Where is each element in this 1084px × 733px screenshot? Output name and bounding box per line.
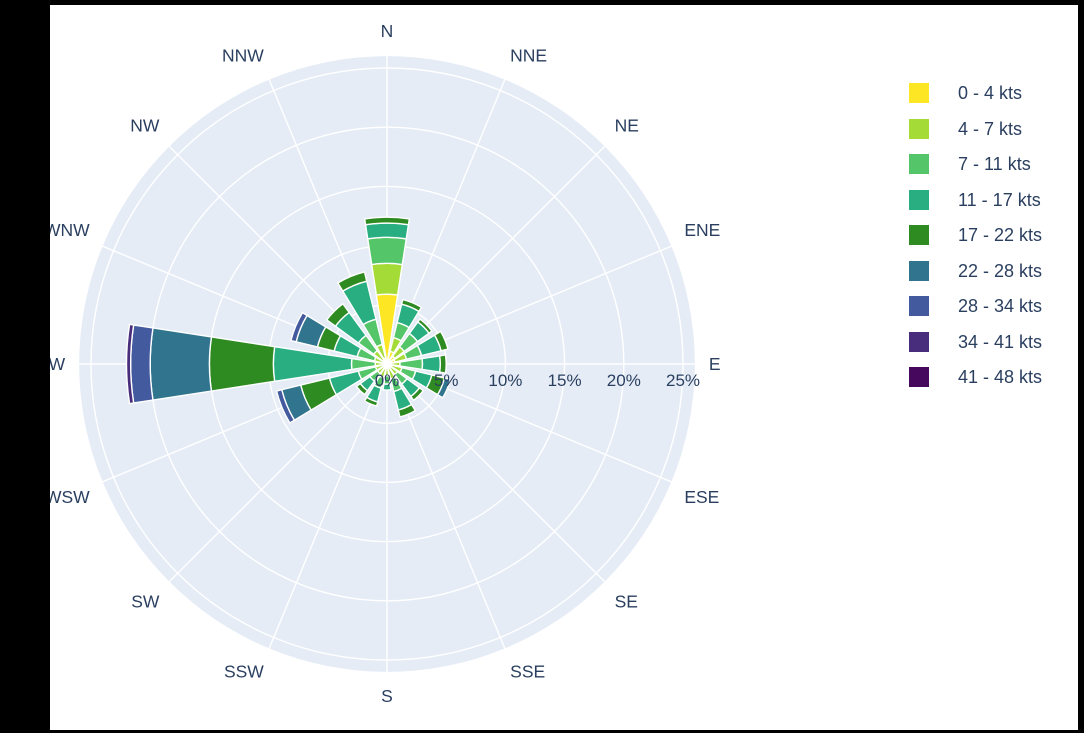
legend-label: 0 - 4 kts xyxy=(958,83,1023,103)
wind-rose-sector-NE-17-22kts[interactable] xyxy=(416,318,433,335)
direction-label-WSW: WSW xyxy=(50,487,90,507)
chart-page: 0% 5% 10% 15% 20% 25% N NNE NE ENE E ESE SE SSE S SSW SW… xyxy=(50,5,1078,730)
direction-label-SW: SW xyxy=(131,592,160,612)
legend-item-0-4kts[interactable]: 0 - 4 kts xyxy=(909,83,1042,103)
wind-rose-sector-E-11-17kts[interactable] xyxy=(421,355,441,373)
wind-rose-sector-WNW-28-34kts[interactable] xyxy=(290,311,308,343)
radial-tick-label: 25% xyxy=(666,371,700,390)
wind-rose-sector-N-11-17kts[interactable] xyxy=(364,222,410,240)
legend-swatch-icon xyxy=(909,367,929,387)
legend-label: 17 - 22 kts xyxy=(958,225,1043,245)
legend-item-17-22kts[interactable]: 17 - 22 kts xyxy=(909,225,1042,245)
legend-item-11-17kts[interactable]: 11 - 17 kts xyxy=(909,189,1042,210)
angular-gridline xyxy=(386,363,606,583)
wind-rose-sector-W-17-22kts[interactable] xyxy=(208,336,276,392)
legend-label: 7 - 11 kts xyxy=(958,154,1031,174)
legend-label: 34 - 41 kts xyxy=(958,331,1043,352)
radial-tick-label: 10% xyxy=(488,371,522,390)
legend-swatch-icon xyxy=(909,154,929,174)
direction-label-ESE: ESE xyxy=(684,487,719,507)
legend-item-28-34kts[interactable]: 28 - 34 kts xyxy=(909,296,1042,316)
wind-rose-sector-S-11-17kts[interactable] xyxy=(382,383,392,391)
direction-label-NE: NE xyxy=(615,115,639,135)
wind-rose-sector-NNE-17-22kts[interactable] xyxy=(400,298,423,313)
legend-label: 28 - 34 kts xyxy=(958,296,1043,316)
wind-rose-sector-SE-17-22kts[interactable] xyxy=(409,386,425,402)
wind-rose-sector-NW-17-22kts[interactable] xyxy=(325,302,351,328)
direction-label-NW: NW xyxy=(130,115,160,135)
wind-rose-chart: 0% 5% 10% 15% 20% 25% N NNE NE ENE E ESE SE SSE S SSW SW… xyxy=(50,21,721,706)
direction-label-SSW: SSW xyxy=(224,661,264,681)
angular-gridline xyxy=(168,363,388,583)
legend-item-41-48kts[interactable]: 41 - 48 kts xyxy=(909,367,1042,387)
legend-item-22-28kts[interactable]: 22 - 28 kts xyxy=(909,260,1043,281)
wind-rose-sector-SSW-17-22kts[interactable] xyxy=(363,396,379,407)
direction-label-ENE: ENE xyxy=(684,220,720,240)
legend-swatch-icon xyxy=(909,225,929,245)
direction-label-N: N xyxy=(381,21,394,41)
radial-tick-label: 5% xyxy=(434,371,459,390)
direction-label-W: W xyxy=(50,354,66,374)
wind-rose-sector-NNW-17-22kts[interactable] xyxy=(336,271,368,293)
legend-swatch-icon xyxy=(909,296,929,316)
direction-label-SE: SE xyxy=(615,592,638,612)
direction-label-WNW: WNW xyxy=(50,220,90,240)
direction-label-E: E xyxy=(709,354,721,374)
wind-rose-sector-W-34-41kts[interactable] xyxy=(125,323,135,405)
wind-rose-sector-W-22-28kts[interactable] xyxy=(149,327,213,401)
legend-item-4-7kts[interactable]: 4 - 7 kts xyxy=(909,118,1042,139)
direction-label-SSE: SSE xyxy=(510,661,545,681)
wind-rose-sector-SSE-17-22kts[interactable] xyxy=(397,403,417,418)
direction-label-NNE: NNE xyxy=(510,46,547,66)
wind-speed-legend: 0 - 4 kts 4 - 7 kts 7 - 11 kts 11 - 17 kts 1… xyxy=(909,83,1042,387)
legend-swatch-icon xyxy=(909,331,929,352)
legend-item-7-11kts[interactable]: 7 - 11 kts xyxy=(909,154,1042,174)
legend-swatch-icon xyxy=(909,83,929,103)
radial-tick-label: 20% xyxy=(607,371,641,390)
legend-label: 22 - 28 kts xyxy=(958,260,1043,281)
wind-rose-sector-ESE-22-28kts[interactable] xyxy=(436,377,452,399)
radial-tick-label: 15% xyxy=(548,371,582,390)
angular-gridline xyxy=(268,363,388,649)
legend-item-34-41kts[interactable]: 34 - 41 kts xyxy=(909,331,1043,352)
legend-swatch-icon xyxy=(909,260,929,281)
legend-label: 41 - 48 kts xyxy=(958,367,1043,387)
legend-label: 11 - 17 kts xyxy=(958,189,1041,210)
wind-rose-sector-N-17-22kts[interactable] xyxy=(363,216,411,226)
wind-rose-sector-N-4-7kts[interactable] xyxy=(370,262,404,296)
legend-label: 4 - 7 kts xyxy=(958,118,1023,139)
radial-tick-label: 0% xyxy=(375,371,400,390)
wind-rose-sector-N-7-11kts[interactable] xyxy=(366,236,408,266)
legend-swatch-icon xyxy=(909,118,929,139)
wind-rose-sector-E-17-22kts[interactable] xyxy=(438,354,447,374)
wind-rose-sector-SW-17-22kts[interactable] xyxy=(355,382,369,396)
direction-label-S: S xyxy=(381,686,393,706)
wind-rose-sector-W-28-34kts[interactable] xyxy=(129,324,154,404)
wind-rose-sector-WSW-28-34kts[interactable] xyxy=(275,388,296,424)
direction-label-NNW: NNW xyxy=(222,46,264,66)
wind-rose-sector-ENE-17-22kts[interactable] xyxy=(433,330,449,352)
legend-swatch-icon xyxy=(909,189,929,210)
